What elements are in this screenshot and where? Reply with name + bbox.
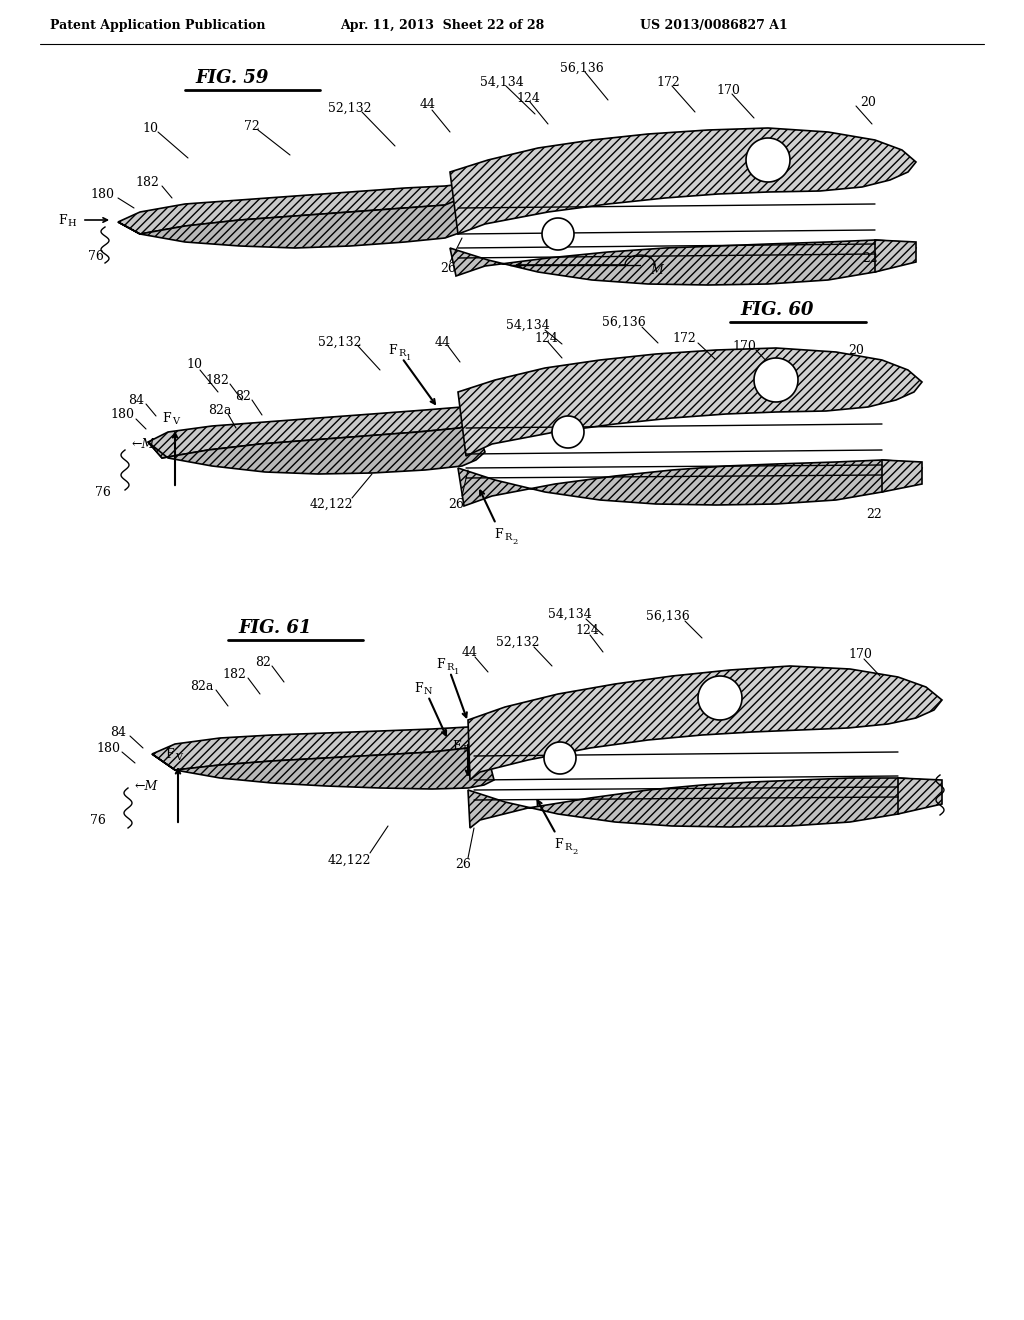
- Text: R: R: [504, 533, 511, 543]
- Text: F: F: [554, 837, 562, 850]
- Text: 52,132: 52,132: [496, 635, 540, 648]
- Polygon shape: [450, 240, 916, 285]
- Text: 1: 1: [406, 354, 412, 362]
- Polygon shape: [898, 777, 942, 814]
- Text: 72: 72: [244, 120, 260, 132]
- Text: 54,134: 54,134: [480, 75, 523, 88]
- Text: 20: 20: [848, 343, 864, 356]
- Text: ←M: ←M: [132, 437, 156, 450]
- Text: 182: 182: [135, 176, 159, 189]
- Text: 124: 124: [575, 623, 599, 636]
- Polygon shape: [754, 358, 798, 403]
- Text: M: M: [650, 264, 663, 276]
- Text: 26: 26: [455, 858, 471, 871]
- Text: 180: 180: [96, 742, 120, 755]
- Text: FIG. 61: FIG. 61: [238, 619, 311, 638]
- Text: 180: 180: [110, 408, 134, 421]
- Polygon shape: [450, 128, 916, 234]
- Text: R: R: [564, 843, 571, 853]
- Text: N: N: [424, 688, 432, 697]
- Text: 26: 26: [449, 498, 464, 511]
- Text: F: F: [58, 214, 67, 227]
- Text: 82a: 82a: [208, 404, 231, 417]
- Text: 22: 22: [862, 252, 878, 264]
- Text: 56,136: 56,136: [602, 315, 646, 329]
- Text: 10: 10: [142, 121, 158, 135]
- Text: 52,132: 52,132: [328, 102, 372, 115]
- Text: 26: 26: [440, 261, 456, 275]
- Text: 182: 182: [222, 668, 246, 681]
- Text: V: V: [175, 754, 182, 763]
- Text: Patent Application Publication: Patent Application Publication: [50, 18, 265, 32]
- Text: 44: 44: [462, 645, 478, 659]
- Text: 84: 84: [128, 393, 144, 407]
- Text: 56,136: 56,136: [560, 62, 604, 74]
- Text: F: F: [162, 412, 171, 425]
- Text: H: H: [67, 219, 76, 228]
- Polygon shape: [118, 198, 472, 248]
- Polygon shape: [542, 218, 574, 249]
- Polygon shape: [152, 741, 494, 789]
- Text: F: F: [165, 747, 174, 760]
- Polygon shape: [882, 459, 922, 492]
- Text: 82a: 82a: [190, 680, 213, 693]
- Text: 10: 10: [186, 358, 202, 371]
- Text: 124: 124: [534, 331, 558, 345]
- Text: 56,136: 56,136: [646, 610, 690, 623]
- Polygon shape: [458, 459, 922, 506]
- Text: ←M: ←M: [135, 780, 159, 792]
- Text: 172: 172: [656, 75, 680, 88]
- Text: 76: 76: [90, 813, 105, 826]
- Text: FIG. 59: FIG. 59: [195, 69, 268, 87]
- Text: 22: 22: [866, 507, 882, 520]
- Text: F: F: [452, 739, 461, 752]
- Text: F: F: [436, 657, 444, 671]
- Polygon shape: [118, 183, 472, 234]
- Text: 52,132: 52,132: [318, 335, 361, 348]
- Text: 54,134: 54,134: [506, 318, 550, 331]
- Polygon shape: [152, 726, 494, 770]
- Text: 76: 76: [95, 486, 111, 499]
- Text: P: P: [462, 746, 469, 755]
- Text: 44: 44: [435, 335, 451, 348]
- Polygon shape: [468, 777, 942, 828]
- Polygon shape: [552, 416, 584, 447]
- Text: 170: 170: [848, 648, 871, 660]
- Text: 82: 82: [255, 656, 271, 668]
- Text: R: R: [398, 350, 406, 359]
- Text: 20: 20: [860, 95, 876, 108]
- Text: 1: 1: [454, 668, 460, 676]
- Text: 170: 170: [732, 339, 756, 352]
- Polygon shape: [148, 420, 485, 474]
- Text: 182: 182: [205, 374, 229, 387]
- Text: R: R: [446, 664, 454, 672]
- Text: 54,134: 54,134: [548, 607, 592, 620]
- Polygon shape: [698, 676, 742, 719]
- Text: Apr. 11, 2013  Sheet 22 of 28: Apr. 11, 2013 Sheet 22 of 28: [340, 18, 544, 32]
- Text: F: F: [414, 681, 423, 694]
- Text: 76: 76: [88, 249, 103, 263]
- Polygon shape: [148, 405, 485, 458]
- Polygon shape: [874, 240, 916, 272]
- Polygon shape: [746, 139, 790, 182]
- Text: 2: 2: [512, 539, 517, 546]
- Text: 2: 2: [572, 847, 578, 855]
- Text: FIG. 60: FIG. 60: [740, 301, 813, 319]
- Text: 180: 180: [90, 187, 114, 201]
- Text: 42,122: 42,122: [310, 498, 353, 511]
- Text: 124: 124: [516, 91, 540, 104]
- Text: US 2013/0086827 A1: US 2013/0086827 A1: [640, 18, 787, 32]
- Polygon shape: [468, 667, 942, 780]
- Text: 170: 170: [716, 83, 740, 96]
- Polygon shape: [544, 742, 575, 774]
- Text: 82: 82: [234, 389, 251, 403]
- Polygon shape: [458, 348, 922, 455]
- Text: 42,122: 42,122: [328, 854, 372, 866]
- Text: F: F: [388, 343, 396, 356]
- Text: 172: 172: [672, 331, 695, 345]
- Text: V: V: [172, 417, 179, 426]
- Text: 84: 84: [110, 726, 126, 738]
- Text: 44: 44: [420, 99, 436, 111]
- Text: F: F: [494, 528, 503, 540]
